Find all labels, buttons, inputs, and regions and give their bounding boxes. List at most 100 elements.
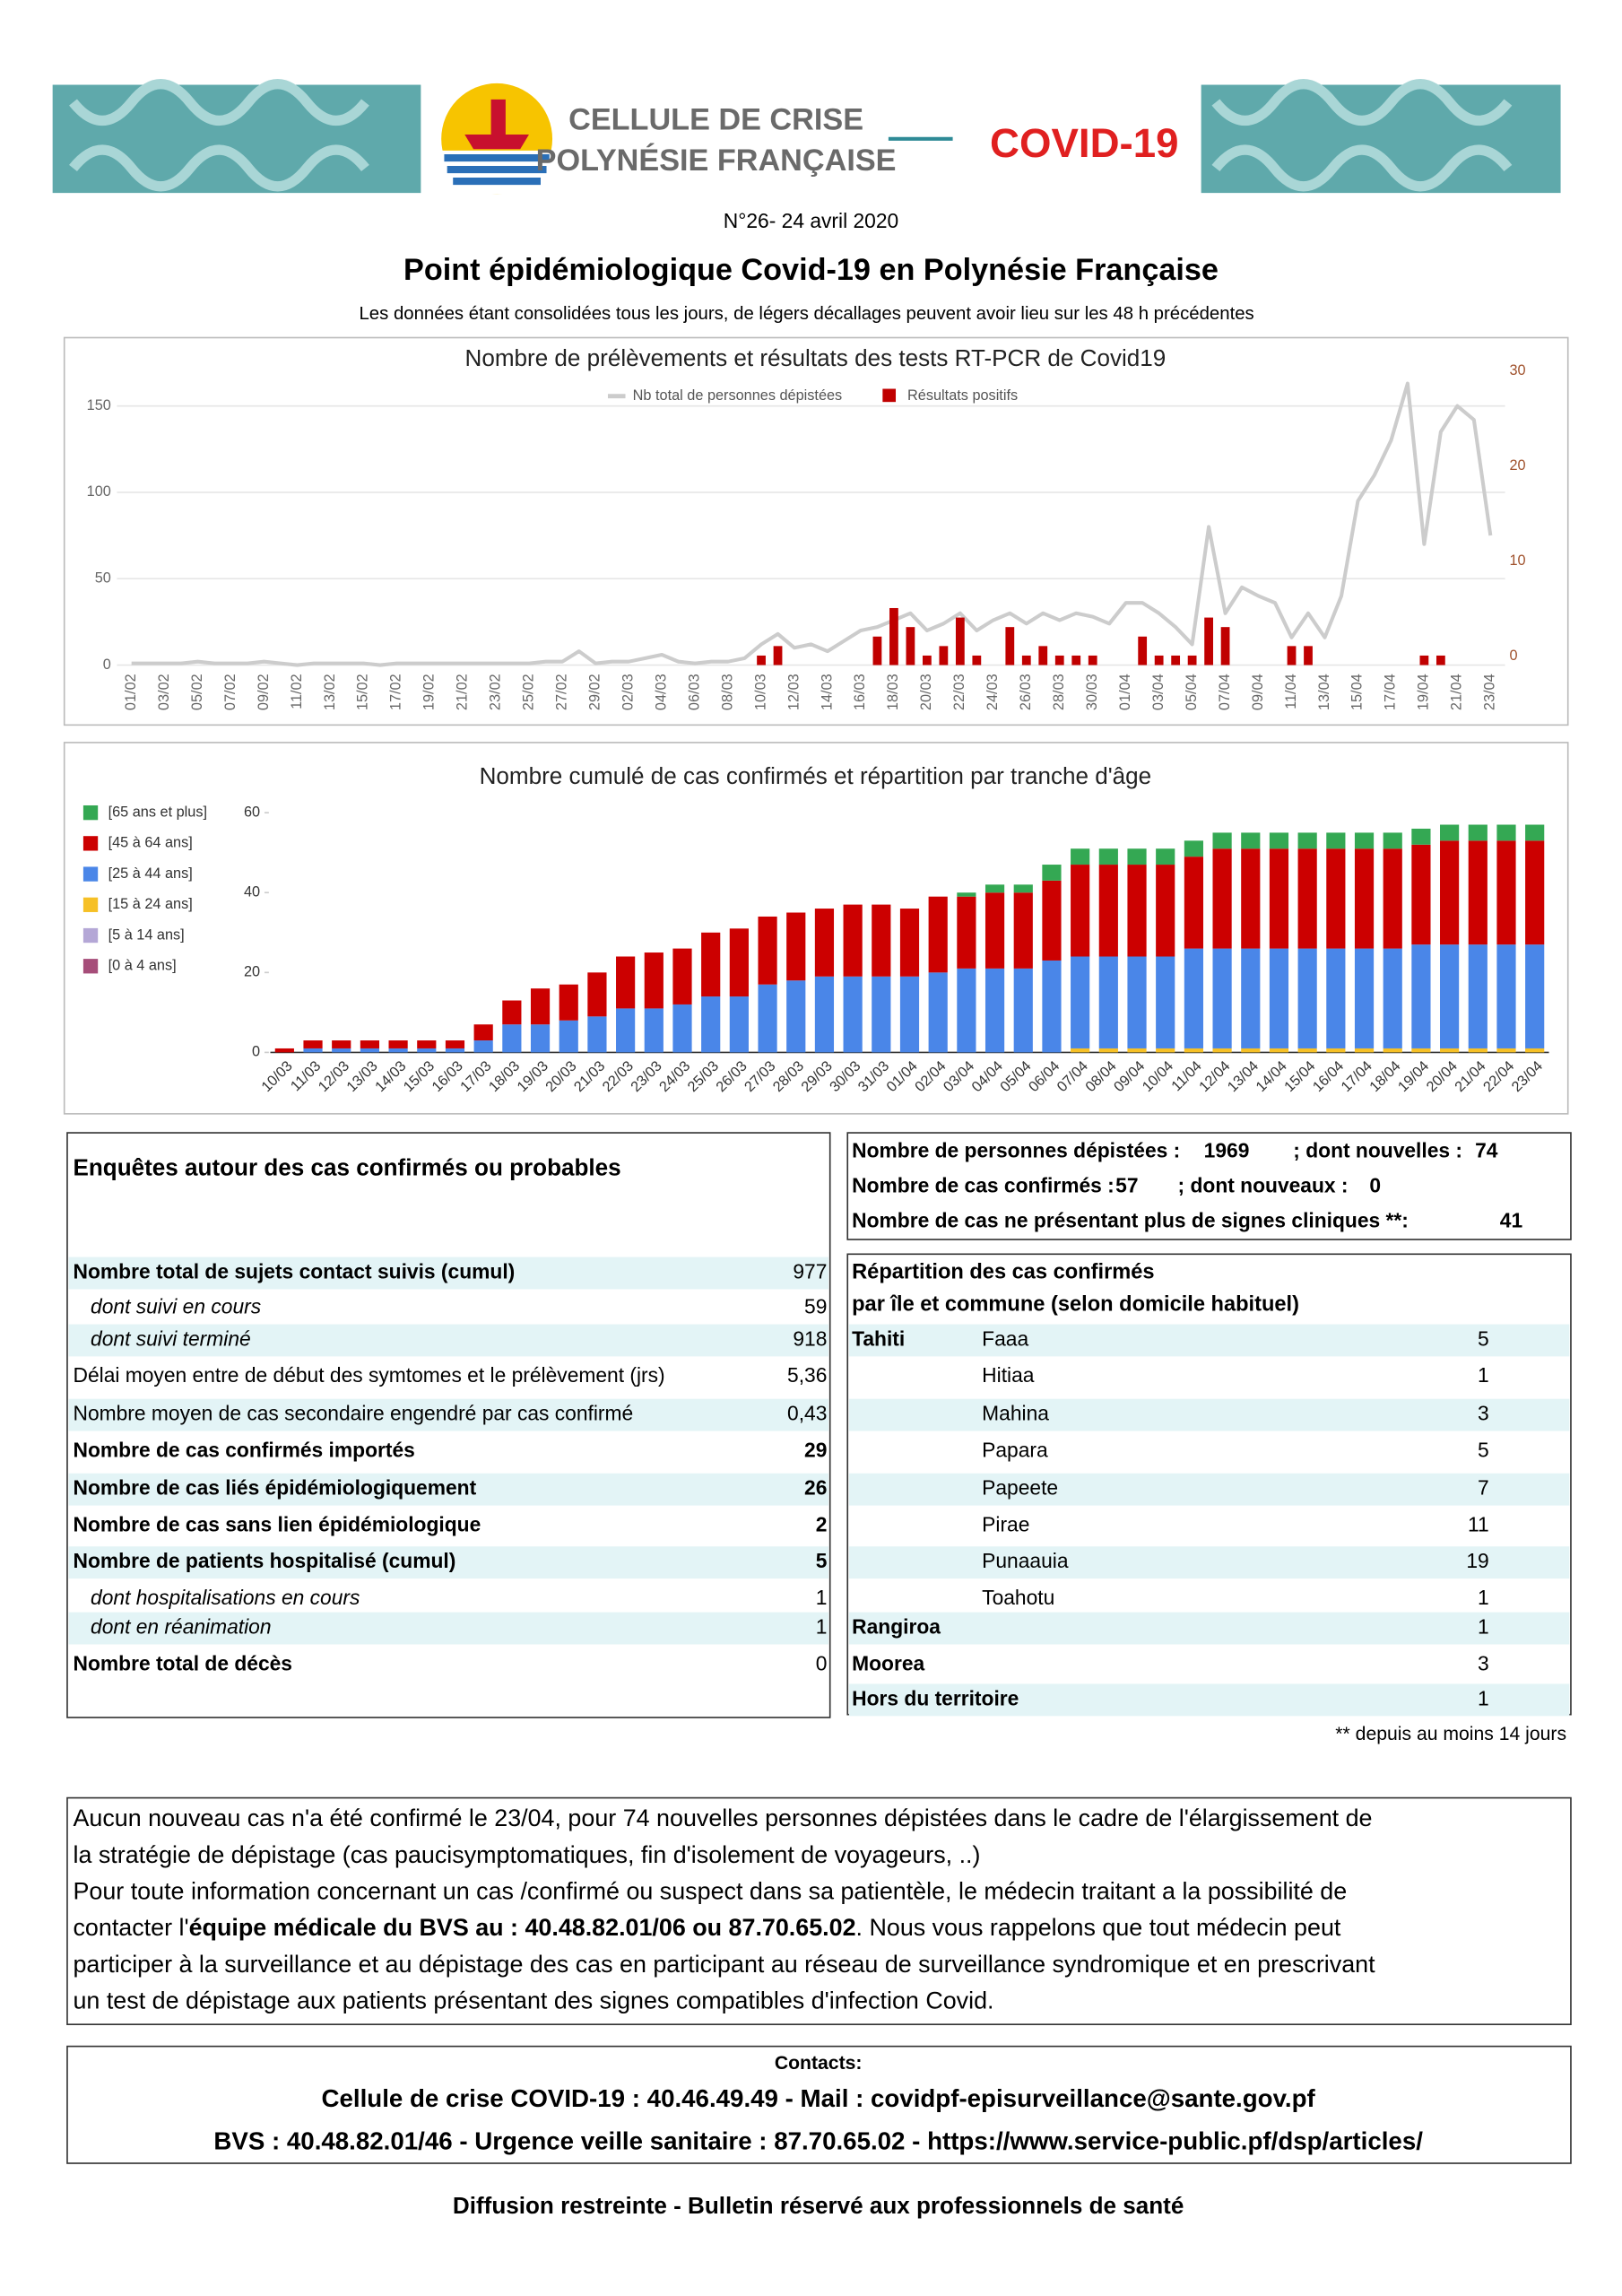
bar-segment: [1127, 1048, 1147, 1053]
x-tick-label: 02/04: [912, 1058, 950, 1096]
x-tick-label: 30/03: [827, 1058, 864, 1096]
x-tick-label: 11/04: [1283, 674, 1299, 709]
bar-segment: [587, 1016, 607, 1053]
x-tick-label: 07/02: [222, 674, 239, 710]
x-tick-label: 04/03: [653, 674, 669, 710]
note-emphasis: équipe médicale du BVS au : 40.48.82.01/…: [189, 1914, 856, 1941]
bar-segment: [843, 976, 863, 1053]
contacts-title: Contacts:: [775, 2053, 863, 2074]
bar-segment: [1326, 1048, 1346, 1053]
y2-tick-label: 30: [1510, 362, 1526, 378]
footer: Diffusion restreinte - Bulletin réservé …: [453, 2192, 1184, 2219]
bar-segment: [1297, 1048, 1317, 1053]
bar-segment: [814, 909, 835, 977]
bar-segment: [1326, 832, 1346, 849]
bar-segment: [1098, 848, 1118, 865]
note-text: contacter l': [73, 1914, 188, 1941]
bar-segment: [1127, 848, 1147, 865]
bar-segment: [274, 1048, 294, 1053]
x-tick-label: 27/03: [742, 1058, 779, 1096]
bar-segment: [872, 976, 891, 1053]
bar-segment: [1525, 840, 1545, 945]
x-tick-label: 09/04: [1111, 1058, 1149, 1096]
bar: [972, 655, 982, 665]
chart-title: Nombre de prélèvements et résultats des …: [465, 344, 1167, 371]
bar-segment: [1013, 892, 1033, 969]
summary-value: 74: [1475, 1138, 1498, 1161]
bar-segment: [1297, 948, 1317, 1048]
bar: [1088, 655, 1097, 665]
bar-segment: [1496, 1048, 1516, 1053]
note-line: un test de dépistage aux patients présen…: [73, 1987, 993, 2014]
summary-label: ; dont nouvelles :: [1293, 1138, 1462, 1161]
x-tick-label: 04/04: [968, 1058, 1006, 1096]
bar-segment: [473, 1040, 493, 1053]
y-tick-label: 0: [252, 1044, 260, 1060]
row-label: dont en réanimation: [91, 1615, 272, 1639]
bar-segment: [1156, 865, 1175, 957]
x-tick-label: 28/03: [770, 1058, 808, 1096]
bar-segment: [1297, 848, 1317, 949]
note-line: contacter l'équipe médicale du BVS au : …: [73, 1914, 1340, 1941]
bar: [1419, 655, 1429, 665]
bar-segment: [814, 976, 835, 1053]
bar-segment: [984, 884, 1005, 893]
bar-segment: [984, 968, 1005, 1053]
cases: 1: [1478, 1686, 1489, 1709]
commune: Mahina: [982, 1402, 1049, 1425]
x-tick-label: 01/04: [883, 1058, 921, 1096]
row-label: Nombre de cas liés épidémiologiquement: [73, 1476, 476, 1500]
note-text: participer à la surveillance et au dépis…: [73, 1951, 1375, 1978]
row-shade: [848, 1683, 1570, 1717]
note-line: la stratégie de dépistage (cas paucisymp…: [73, 1841, 980, 1868]
bar-segment: [1013, 884, 1033, 893]
x-tick-label: 15/04: [1349, 674, 1366, 710]
note-line: participer à la surveillance et au dépis…: [73, 1951, 1375, 1978]
bar-segment: [1383, 1048, 1402, 1053]
y-tick-label: 100: [87, 483, 111, 500]
row-shade: [68, 1546, 829, 1579]
chart-frame: [63, 742, 1569, 1115]
bar-segment: [1468, 1048, 1488, 1053]
legend-label: [45 à 64 ans]: [108, 835, 193, 851]
bar: [1304, 646, 1313, 665]
bar-segment: [360, 1040, 380, 1048]
note-text: . Nous vous rappelons que tout médecin p…: [856, 1914, 1341, 1941]
island: Hors du territoire: [852, 1686, 1019, 1709]
row-label: Nombre de patients hospitalisé (cumul): [73, 1549, 455, 1572]
summary-label: Nombre de personnes dépistées :: [852, 1138, 1180, 1161]
x-tick-label: 28/03: [1051, 674, 1067, 710]
bar-segment: [1525, 1048, 1545, 1053]
bar-segment: [1241, 1048, 1261, 1053]
commune: Pirae: [982, 1512, 1029, 1535]
bar-segment: [899, 909, 920, 977]
legend-label: Nb total de personnes dépistées: [633, 387, 843, 404]
section-title: Répartition des cas confirmés: [852, 1261, 1154, 1284]
bar-segment: [1496, 840, 1516, 945]
x-tick-label: 25/03: [685, 1058, 723, 1096]
row-value: 5: [816, 1549, 828, 1572]
row-value: 2: [816, 1512, 828, 1535]
row-value: 0,43: [787, 1402, 827, 1425]
cases: 5: [1478, 1438, 1489, 1461]
emblem-waves: [444, 153, 550, 186]
bar-segment: [957, 968, 976, 1053]
x-tick-label: 10/03: [752, 674, 768, 710]
legend-label: [0 à 4 ans]: [108, 958, 177, 974]
cases: 7: [1478, 1476, 1489, 1500]
bar-segment: [1098, 1048, 1118, 1053]
bar: [1220, 627, 1230, 665]
legend-swatch: [82, 959, 99, 974]
bar-segment: [1496, 824, 1516, 841]
bar: [1154, 655, 1164, 665]
x-tick-label: 20/03: [918, 674, 934, 710]
x-tick-label: 19/04: [1416, 674, 1432, 710]
footnote: ** depuis au moins 14 jours: [1335, 1724, 1566, 1744]
x-tick-label: 05/04: [997, 1058, 1035, 1096]
badge: COVID-19: [990, 120, 1178, 166]
x-tick-label: 13/03: [343, 1058, 381, 1096]
investigations-box: [66, 1132, 831, 1718]
bar: [872, 636, 882, 665]
summary-value: 0: [1369, 1173, 1381, 1196]
